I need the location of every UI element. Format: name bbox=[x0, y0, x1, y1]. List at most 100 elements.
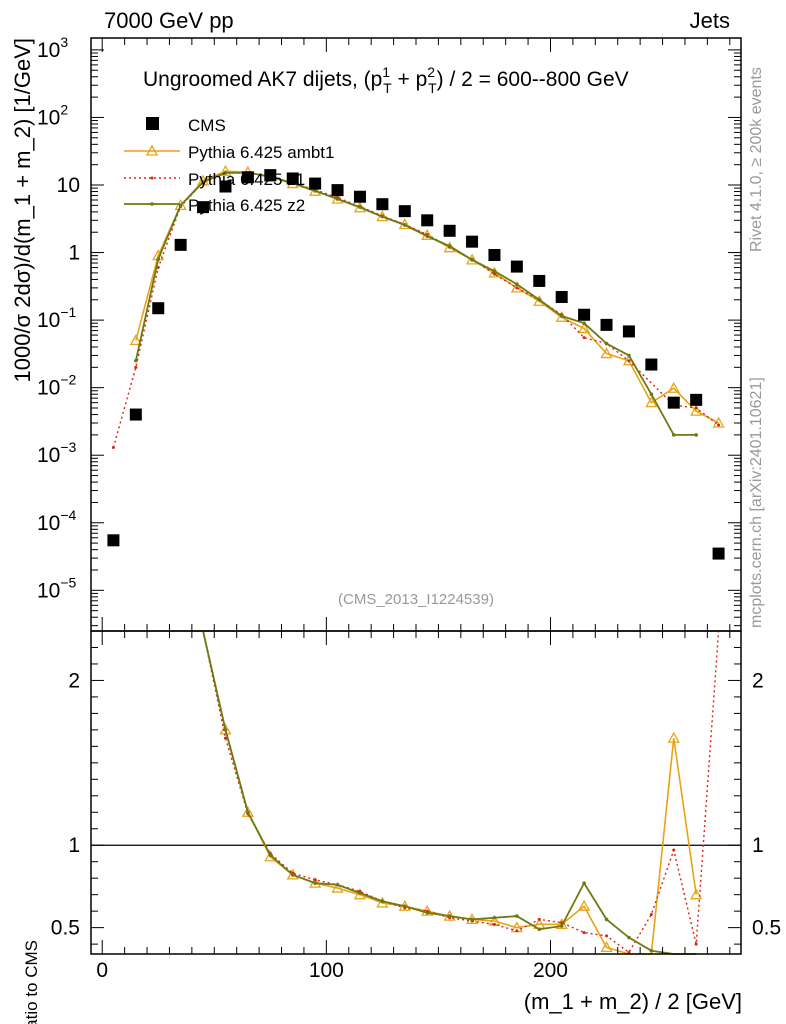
cms-data-point bbox=[129, 408, 142, 421]
cms-data-point bbox=[197, 201, 210, 214]
z2-ratio-marker bbox=[537, 927, 542, 932]
z1-ratio-marker bbox=[492, 922, 496, 926]
x-axis-label: (m_1 + m_2) / 2 [GeV] bbox=[524, 989, 742, 1014]
cms-data-point bbox=[264, 169, 277, 182]
plot-title-sub1: T bbox=[383, 80, 392, 96]
ambt1-main-marker bbox=[510, 281, 523, 293]
cms-data-point bbox=[107, 534, 120, 547]
z1-ratio-marker bbox=[313, 878, 317, 882]
z2-main-marker bbox=[627, 353, 631, 358]
cms-data-point bbox=[600, 318, 613, 331]
x-tick-label: 0 bbox=[96, 959, 108, 982]
y-tick-label: 10−4 bbox=[37, 507, 77, 535]
plot-title-sub2: T bbox=[428, 80, 437, 96]
cms-data-point bbox=[286, 172, 299, 185]
z2-main-marker bbox=[470, 258, 474, 262]
z1-ratio-marker bbox=[694, 942, 698, 946]
z1-main-marker bbox=[515, 286, 519, 290]
z2-main-marker bbox=[402, 223, 407, 227]
z2-ratio-marker bbox=[604, 917, 609, 922]
cms-data-point bbox=[309, 177, 322, 190]
legend-cms-marker bbox=[146, 117, 159, 130]
z2-main-marker bbox=[201, 180, 205, 185]
main-panel: 10−5 10−4 10−3 10−2 10−1 1 10 102 103 (CMS_2013_… bbox=[37, 34, 742, 632]
ambt1-main-marker bbox=[600, 347, 613, 359]
z2-main-curve bbox=[134, 171, 697, 436]
ambt1-ratio-curve bbox=[202, 630, 697, 955]
ratio-y-axis-label: Ratio to CMS bbox=[22, 940, 41, 1024]
z2-main-marker bbox=[559, 314, 564, 318]
z2-main-marker bbox=[515, 282, 519, 287]
cms-data-point bbox=[690, 393, 703, 406]
z1-main-marker bbox=[156, 266, 160, 270]
plot-title: Ungroomed AK7 dijets, (p1 T + p2 T) / 2 = … bbox=[143, 64, 629, 96]
header-right: Jets bbox=[690, 8, 730, 33]
z1-ratio-marker bbox=[649, 912, 653, 916]
plot-title-mid: + p bbox=[392, 68, 428, 91]
cms-data-point bbox=[555, 290, 568, 303]
z2-main-marker bbox=[582, 321, 586, 326]
ambt1-ratio-marker bbox=[241, 805, 255, 817]
ratio-y-tick-label: 2 bbox=[68, 669, 80, 692]
z2-ratio-marker bbox=[559, 924, 564, 928]
legend-label-cms: CMS bbox=[188, 116, 226, 135]
z1-main-marker bbox=[111, 446, 115, 450]
z1-main-marker bbox=[134, 365, 138, 369]
y-tick-label: 10−3 bbox=[37, 439, 77, 467]
y-tick-label: 1 bbox=[68, 242, 80, 265]
z2-main-marker bbox=[492, 269, 497, 273]
x-tick-label: 200 bbox=[533, 959, 568, 982]
z2-ratio-curve bbox=[202, 630, 697, 955]
legend-z1-marker bbox=[150, 176, 154, 180]
cms-data-point bbox=[645, 358, 658, 371]
z2-ratio-marker bbox=[649, 948, 654, 953]
z2-main-marker bbox=[447, 244, 452, 248]
ambt1-main-marker bbox=[690, 404, 703, 416]
cms-data-point bbox=[241, 171, 254, 184]
x-tick-label: 100 bbox=[309, 959, 344, 982]
z1-ratio-marker bbox=[537, 917, 541, 921]
y-tick-label: 102 bbox=[37, 101, 68, 129]
cms-data-point bbox=[622, 325, 635, 338]
z2-main-marker bbox=[358, 205, 362, 209]
z1-ratio-marker bbox=[223, 736, 227, 740]
z2-ratio-marker bbox=[447, 914, 452, 918]
cms-data-point bbox=[174, 238, 187, 251]
cms-data-point bbox=[667, 396, 680, 409]
ambt1-main-marker bbox=[577, 322, 591, 334]
legend-label-z1: Pythia 6.425 z1 bbox=[188, 170, 305, 189]
ratio-plot-frame bbox=[90, 630, 742, 955]
ambt1-main-marker bbox=[129, 334, 142, 346]
cms-data-point bbox=[398, 205, 411, 218]
ratio-y-tick-label-right: 0.5 bbox=[752, 917, 781, 940]
y-tick-label: 10−5 bbox=[37, 574, 77, 602]
ratio-y-tick-label: 0.5 bbox=[51, 917, 80, 940]
z2-ratio-marker bbox=[402, 904, 407, 909]
z1-main-marker bbox=[492, 272, 496, 276]
ambt1-ratio-marker bbox=[667, 731, 680, 743]
cms-data-point bbox=[533, 274, 546, 287]
plot-title-sup1: 1 bbox=[382, 64, 390, 80]
z2-ratio-marker bbox=[223, 728, 228, 732]
z2-main-marker bbox=[134, 358, 138, 363]
z1-ratio-marker bbox=[515, 929, 519, 933]
ambt1-ratio-marker bbox=[331, 881, 344, 893]
z2-ratio-marker bbox=[515, 914, 519, 918]
ambt1-main-marker bbox=[645, 396, 658, 408]
z2-main-marker bbox=[649, 392, 654, 397]
cms-data-point bbox=[578, 308, 591, 321]
plot-title-end: ) / 2 = 600--800 GeV bbox=[437, 68, 629, 91]
z2-main-marker bbox=[380, 214, 385, 219]
z1-ratio-marker bbox=[605, 934, 609, 938]
z2-ratio-marker bbox=[470, 917, 474, 922]
ratio-y-tick-label-right: 2 bbox=[752, 669, 764, 692]
cms-data-point bbox=[466, 235, 479, 248]
ambt1-ratio-marker bbox=[600, 941, 613, 953]
cms-data-point bbox=[488, 249, 501, 262]
z2-ratio-marker bbox=[246, 810, 250, 815]
z2-ratio-marker bbox=[582, 881, 586, 885]
cms-data-point bbox=[331, 184, 344, 197]
z2-ratio-marker bbox=[335, 882, 340, 887]
y-tick-label: 10−2 bbox=[37, 372, 77, 400]
